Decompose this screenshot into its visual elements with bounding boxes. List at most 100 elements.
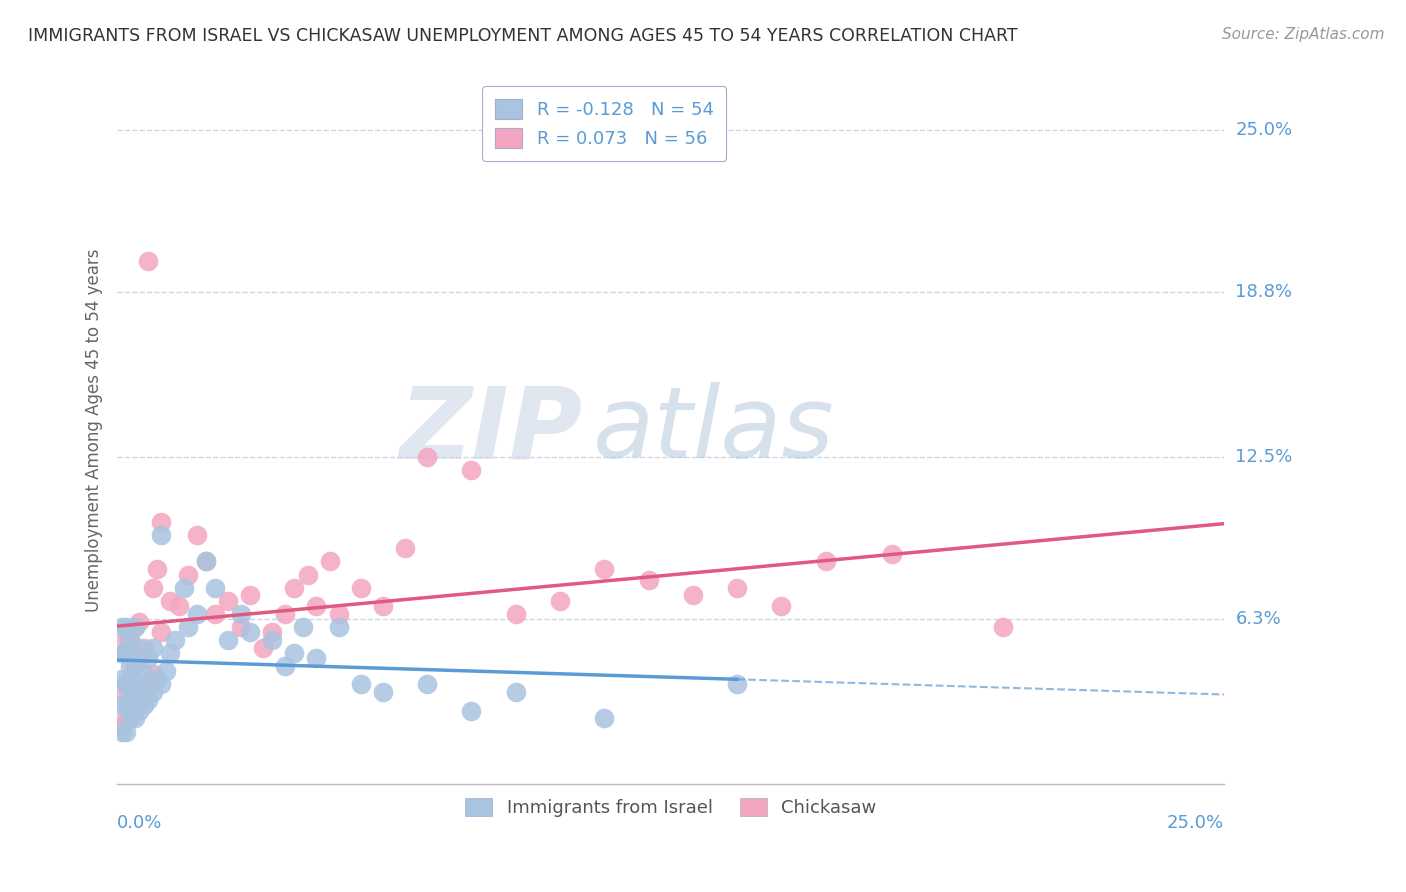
Point <box>124 659 146 673</box>
Point <box>128 615 150 629</box>
Point <box>142 667 165 681</box>
Point <box>305 651 328 665</box>
Point <box>882 547 904 561</box>
Point <box>274 659 297 673</box>
Point <box>194 554 217 568</box>
Point <box>186 528 208 542</box>
Point <box>150 528 173 542</box>
Point <box>115 632 138 647</box>
Point <box>814 554 837 568</box>
Text: 0.0%: 0.0% <box>117 814 163 832</box>
Point <box>505 685 527 699</box>
Point <box>128 677 150 691</box>
Point <box>283 646 305 660</box>
Point <box>262 625 284 640</box>
Point <box>371 599 394 613</box>
Point <box>132 667 155 681</box>
Point <box>110 698 132 713</box>
Text: 12.5%: 12.5% <box>1236 448 1292 466</box>
Point <box>110 672 132 686</box>
Point <box>239 589 262 603</box>
Point <box>217 632 239 647</box>
Point <box>128 704 150 718</box>
Point <box>124 659 146 673</box>
Point <box>124 620 146 634</box>
Point <box>142 685 165 699</box>
Point <box>460 463 482 477</box>
Text: 25.0%: 25.0% <box>1167 814 1225 832</box>
Point <box>115 698 138 713</box>
Point <box>146 562 169 576</box>
Point <box>124 620 146 634</box>
Point <box>593 562 616 576</box>
Point <box>177 567 200 582</box>
Point <box>394 541 416 556</box>
Point <box>231 620 253 634</box>
Point <box>460 704 482 718</box>
Point <box>110 646 132 660</box>
Point <box>146 672 169 686</box>
Point <box>150 625 173 640</box>
Point <box>155 665 177 679</box>
Point <box>136 651 159 665</box>
Point <box>274 607 297 621</box>
Point <box>682 589 704 603</box>
Point <box>128 693 150 707</box>
Point <box>991 620 1014 634</box>
Point <box>725 677 748 691</box>
Point <box>120 685 142 699</box>
Legend: Immigrants from Israel, Chickasaw: Immigrants from Israel, Chickasaw <box>458 790 883 824</box>
Point <box>128 640 150 655</box>
Point <box>416 450 439 464</box>
Text: 18.8%: 18.8% <box>1236 283 1292 301</box>
Point <box>186 607 208 621</box>
Point <box>297 567 319 582</box>
Point <box>350 581 373 595</box>
Point <box>770 599 793 613</box>
Point <box>142 581 165 595</box>
Point <box>115 677 138 691</box>
Point <box>110 719 132 733</box>
Point <box>637 573 659 587</box>
Point <box>416 677 439 691</box>
Point <box>328 620 350 634</box>
Point <box>319 554 342 568</box>
Point <box>305 599 328 613</box>
Y-axis label: Unemployment Among Ages 45 to 54 years: Unemployment Among Ages 45 to 54 years <box>86 249 103 613</box>
Point <box>593 711 616 725</box>
Point <box>120 632 142 647</box>
Point <box>159 646 181 660</box>
Point <box>115 724 138 739</box>
Point <box>132 685 155 699</box>
Point <box>110 685 132 699</box>
Point <box>725 581 748 595</box>
Point <box>231 607 253 621</box>
Point <box>159 593 181 607</box>
Point <box>115 620 138 634</box>
Point <box>132 640 155 655</box>
Point <box>136 693 159 707</box>
Point <box>371 685 394 699</box>
Text: Source: ZipAtlas.com: Source: ZipAtlas.com <box>1222 27 1385 42</box>
Point <box>252 640 274 655</box>
Point <box>150 677 173 691</box>
Point <box>163 632 186 647</box>
Point <box>204 607 226 621</box>
Point <box>217 593 239 607</box>
Text: IMMIGRANTS FROM ISRAEL VS CHICKASAW UNEMPLOYMENT AMONG AGES 45 TO 54 YEARS CORRE: IMMIGRANTS FROM ISRAEL VS CHICKASAW UNEM… <box>28 27 1018 45</box>
Text: ZIP: ZIP <box>399 382 582 479</box>
Point <box>120 659 142 673</box>
Point <box>350 677 373 691</box>
Point <box>115 711 138 725</box>
Point <box>548 593 571 607</box>
Text: 25.0%: 25.0% <box>1236 120 1292 139</box>
Point <box>120 672 142 686</box>
Point <box>124 711 146 725</box>
Point <box>150 515 173 529</box>
Point <box>177 620 200 634</box>
Point <box>124 685 146 699</box>
Point <box>204 581 226 595</box>
Point <box>173 581 195 595</box>
Text: 6.3%: 6.3% <box>1236 610 1281 628</box>
Point <box>239 625 262 640</box>
